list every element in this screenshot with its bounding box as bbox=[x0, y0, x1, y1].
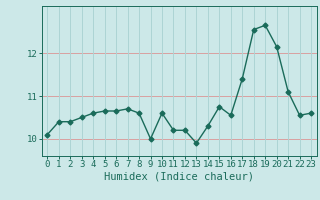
X-axis label: Humidex (Indice chaleur): Humidex (Indice chaleur) bbox=[104, 172, 254, 182]
